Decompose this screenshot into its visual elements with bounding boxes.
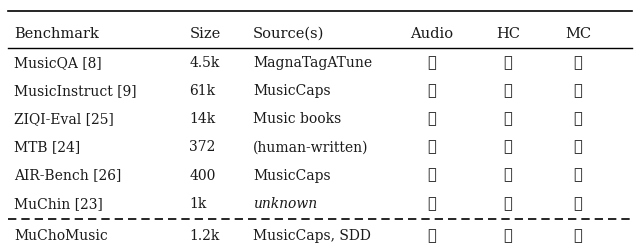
Text: AIR-Bench [26]: AIR-Bench [26] xyxy=(14,169,122,183)
Text: MagnaTagATune: MagnaTagATune xyxy=(253,56,372,70)
Text: MusicCaps: MusicCaps xyxy=(253,84,331,98)
Text: ✓: ✓ xyxy=(504,140,513,155)
Text: ✓: ✓ xyxy=(573,140,582,155)
Text: 400: 400 xyxy=(189,169,216,183)
Text: 4.5k: 4.5k xyxy=(189,56,220,70)
Text: ✓: ✓ xyxy=(573,112,582,126)
Text: Source(s): Source(s) xyxy=(253,26,324,41)
Text: Audio: Audio xyxy=(410,26,453,41)
Text: ✗: ✗ xyxy=(427,140,436,155)
Text: ✓: ✓ xyxy=(504,197,513,211)
Text: MusicCaps, SDD: MusicCaps, SDD xyxy=(253,229,371,243)
Text: MuChoMusic: MuChoMusic xyxy=(14,229,108,243)
Text: ✓: ✓ xyxy=(427,84,436,98)
Text: ✗: ✗ xyxy=(573,56,582,70)
Text: MuChin [23]: MuChin [23] xyxy=(14,197,103,211)
Text: MC: MC xyxy=(565,26,591,41)
Text: ✗: ✗ xyxy=(504,169,513,183)
Text: Music books: Music books xyxy=(253,112,341,126)
Text: ✗: ✗ xyxy=(504,84,513,98)
Text: (human-written): (human-written) xyxy=(253,140,369,155)
Text: MusicInstruct [9]: MusicInstruct [9] xyxy=(14,84,137,98)
Text: 61k: 61k xyxy=(189,84,216,98)
Text: unknown: unknown xyxy=(253,197,317,211)
Text: HC: HC xyxy=(496,26,520,41)
Text: ✗: ✗ xyxy=(504,56,513,70)
Text: MusicCaps: MusicCaps xyxy=(253,169,331,183)
Text: ✗: ✗ xyxy=(573,197,582,211)
Text: ✓: ✓ xyxy=(573,229,582,243)
Text: ✗: ✗ xyxy=(427,112,436,126)
Text: ✗: ✗ xyxy=(573,84,582,98)
Text: Benchmark: Benchmark xyxy=(14,26,99,41)
Text: ZIQI-Eval [25]: ZIQI-Eval [25] xyxy=(14,112,114,126)
Text: 372: 372 xyxy=(189,140,216,155)
Text: ✓: ✓ xyxy=(427,229,436,243)
Text: 1k: 1k xyxy=(189,197,207,211)
Text: ✓: ✓ xyxy=(504,229,513,243)
Text: 1.2k: 1.2k xyxy=(189,229,220,243)
Text: ✓: ✓ xyxy=(427,169,436,183)
Text: ✓: ✓ xyxy=(427,197,436,211)
Text: MTB [24]: MTB [24] xyxy=(14,140,81,155)
Text: ✗: ✗ xyxy=(504,112,513,126)
Text: ✓: ✓ xyxy=(427,56,436,70)
Text: Size: Size xyxy=(189,26,221,41)
Text: 14k: 14k xyxy=(189,112,216,126)
Text: ✓: ✓ xyxy=(573,169,582,183)
Text: MusicQA [8]: MusicQA [8] xyxy=(14,56,102,70)
